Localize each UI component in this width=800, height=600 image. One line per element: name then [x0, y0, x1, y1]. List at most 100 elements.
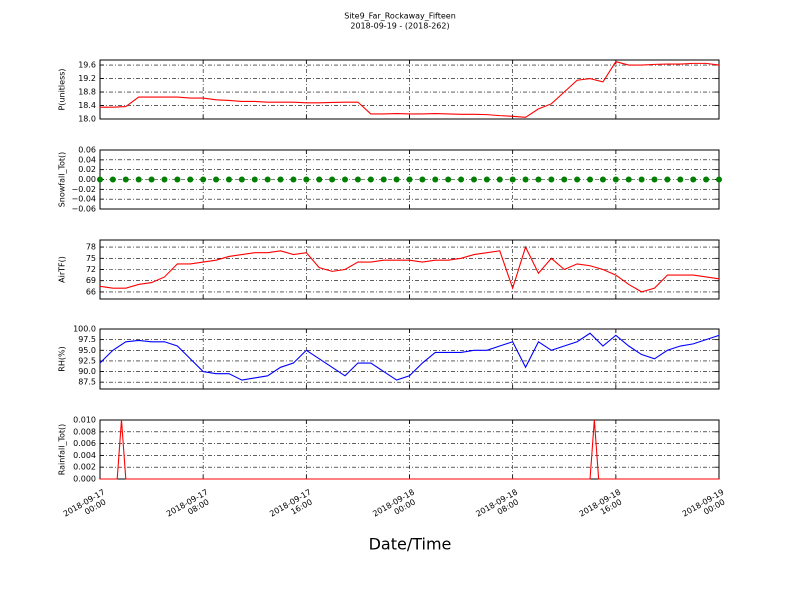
y-tick-label: 18.4: [78, 101, 96, 110]
x-tick-label-group: 2018-09-1708:00: [165, 487, 214, 526]
data-point: [716, 176, 722, 183]
y-axis-label: Rainfall_Tot(): [58, 424, 67, 476]
y-tick-label: 0.010: [73, 416, 96, 425]
x-tick-label: 2018-09-1900:00: [680, 487, 729, 526]
data-point: [458, 176, 465, 183]
data-line: [100, 61, 720, 118]
y-tick-label: 97.5: [78, 335, 96, 344]
figure-title: Site9_Far_Rockaway_Fifteen: [344, 12, 456, 21]
data-point: [213, 176, 220, 183]
data-point: [599, 176, 606, 183]
data-point: [690, 176, 697, 183]
data-point: [277, 176, 284, 183]
data-point: [380, 176, 387, 183]
data-point: [251, 176, 258, 183]
data-point: [174, 176, 181, 183]
y-axis-label: Snowfall_Tot(): [58, 152, 67, 208]
x-tick-label: 2018-09-1700:00: [61, 487, 110, 526]
data-point: [651, 176, 658, 183]
data-point: [187, 176, 194, 183]
data-point: [445, 176, 452, 183]
data-point: [290, 176, 297, 183]
y-tick-label: 0.004: [73, 451, 96, 460]
y-tick-label: 90.0: [78, 367, 96, 376]
y-axis-label: AirTF(): [58, 256, 67, 283]
data-point: [522, 176, 529, 183]
y-tick-label: −0.02: [71, 185, 96, 194]
x-tick-label: 2018-09-1716:00: [268, 487, 317, 526]
data-point: [509, 176, 516, 183]
y-tick-label: 69: [86, 276, 96, 285]
y-tick-label: 19.6: [78, 61, 96, 70]
y-tick-label: 18.8: [78, 88, 96, 97]
y-axis-label: P(unitless): [58, 68, 67, 110]
data-point: [587, 176, 594, 183]
y-tick-label: −0.06: [71, 205, 96, 214]
x-tick-label-group: 2018-09-1900:00: [680, 487, 729, 526]
x-tick-label-group: 2018-09-1716:00: [268, 487, 317, 526]
data-line: [99, 245, 720, 293]
data-point: [97, 176, 103, 183]
data-point: [148, 176, 155, 183]
y-tick-label: 75: [86, 254, 96, 263]
y-tick-label: 95.0: [78, 346, 96, 355]
data-point: [238, 176, 245, 183]
y-tick-label: 0.002: [73, 463, 96, 472]
data-point: [561, 176, 568, 183]
data-point: [367, 176, 374, 183]
data-point: [393, 176, 400, 183]
data-point: [122, 176, 129, 183]
y-tick-label: 0.04: [78, 155, 96, 164]
data-point: [548, 176, 555, 183]
data-point: [406, 176, 413, 183]
data-point: [303, 176, 310, 183]
y-tick-label: −0.04: [71, 195, 96, 204]
y-tick-label: 0.008: [73, 427, 96, 436]
data-point: [535, 176, 542, 183]
y-tick-label: 72: [86, 265, 96, 274]
data-point: [677, 176, 684, 183]
data-point: [470, 176, 477, 183]
y-tick-label: 78: [86, 243, 96, 252]
data-point: [264, 176, 271, 183]
x-tick-label-group: 2018-09-1700:00: [61, 487, 110, 526]
y-tick-label: 0.00: [78, 175, 96, 184]
y-tick-label: 100.0: [73, 325, 96, 334]
x-tick-label-group: 2018-09-1808:00: [474, 487, 523, 526]
y-tick-label: 66: [86, 287, 96, 296]
data-point: [432, 176, 439, 183]
x-tick-label: 2018-09-1816:00: [577, 487, 626, 526]
data-point: [664, 176, 671, 183]
x-tick-label: 2018-09-1708:00: [165, 487, 214, 526]
data-point: [496, 176, 503, 183]
data-point: [354, 176, 361, 183]
data-point: [135, 176, 142, 183]
y-axis-label: RH(%): [58, 346, 67, 371]
data-point: [225, 176, 232, 183]
data-point: [638, 176, 645, 183]
data-point: [200, 176, 207, 183]
data-point: [316, 176, 323, 183]
y-tick-label: 19.2: [78, 74, 96, 83]
data-point: [574, 176, 581, 183]
data-point: [612, 176, 619, 183]
y-tick-label: 18.0: [78, 115, 96, 124]
data-point: [419, 176, 426, 183]
figure-subtitle: 2018-09-19 - (2018-262): [350, 22, 449, 31]
y-tick-label: 0.06: [78, 146, 96, 155]
y-tick-label: 0.02: [78, 165, 96, 174]
y-tick-label: 87.5: [78, 378, 96, 387]
data-point: [703, 176, 710, 183]
x-tick-label: 2018-09-1808:00: [474, 487, 523, 526]
x-tick-label: 2018-09-1800:00: [371, 487, 420, 526]
data-point: [342, 176, 349, 183]
x-tick-label-group: 2018-09-1800:00: [371, 487, 420, 526]
data-point: [161, 176, 168, 183]
y-tick-label: 0.006: [73, 439, 96, 448]
data-point: [109, 176, 116, 183]
y-tick-label: 92.5: [78, 356, 96, 365]
x-axis-label: Date/Time: [369, 535, 452, 554]
data-point: [483, 176, 490, 183]
data-line: [99, 332, 720, 381]
